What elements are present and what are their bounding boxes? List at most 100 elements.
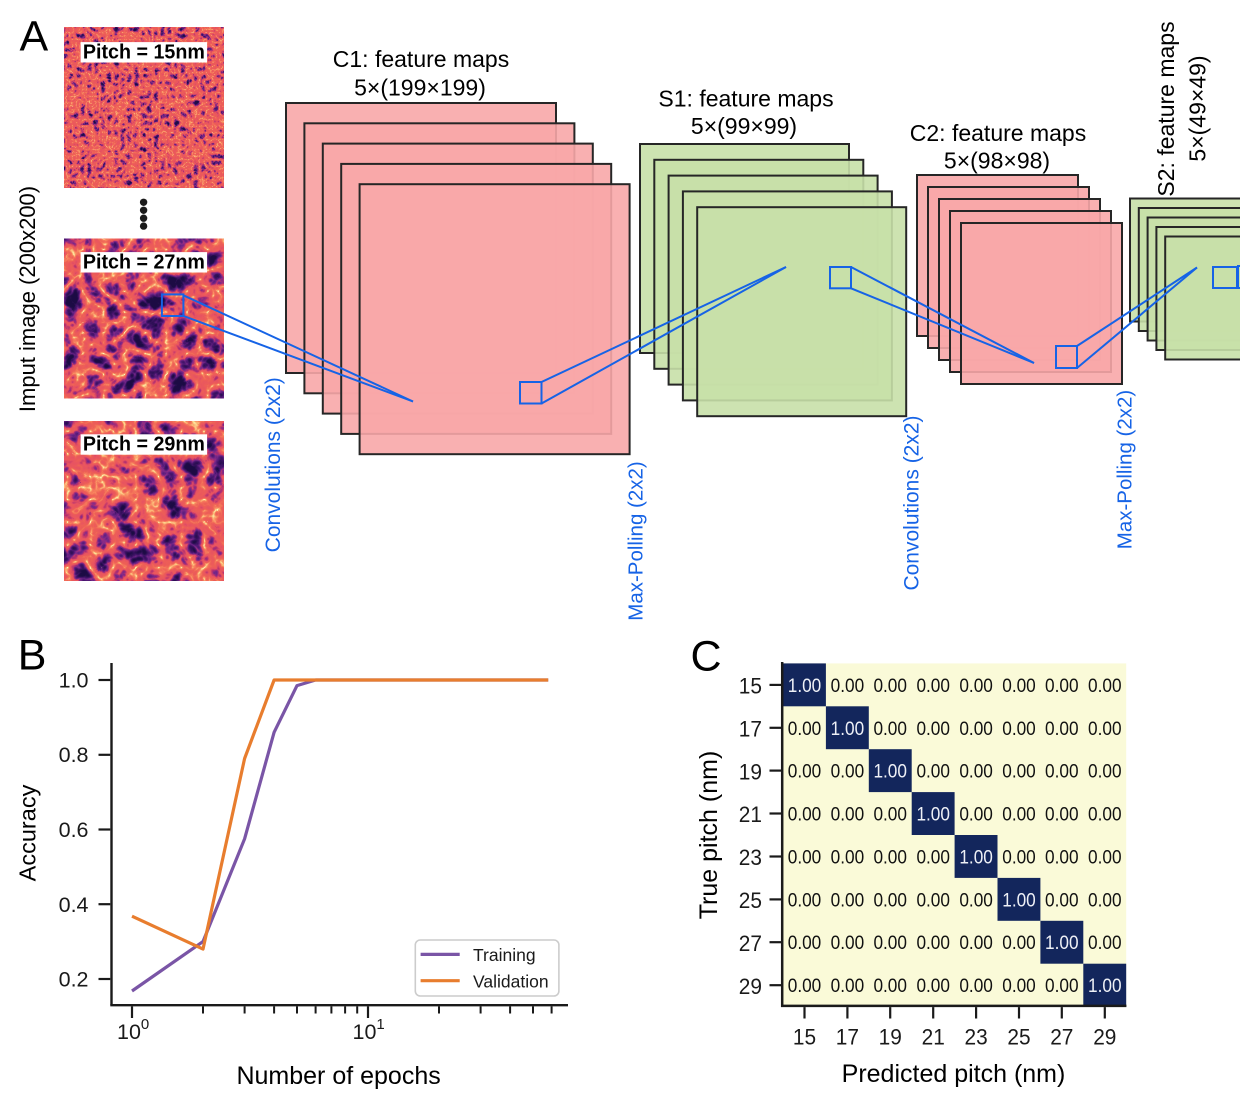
svg-text:S1: feature maps: S1: feature maps: [658, 86, 833, 112]
svg-text:29: 29: [1093, 1025, 1116, 1050]
svg-text:Training: Training: [473, 945, 536, 965]
svg-text:0.00: 0.00: [959, 932, 993, 954]
svg-text:0.8: 0.8: [59, 743, 89, 767]
svg-text:25: 25: [739, 888, 762, 913]
svg-text:0.00: 0.00: [831, 804, 865, 826]
svg-text:0.00: 0.00: [788, 847, 822, 869]
svg-text:0.00: 0.00: [1045, 718, 1079, 740]
svg-text:0.00: 0.00: [831, 847, 865, 869]
svg-text:1.0: 1.0: [59, 669, 89, 693]
svg-text:0.00: 0.00: [788, 804, 822, 826]
svg-text:0.00: 0.00: [788, 718, 822, 740]
svg-text:1.00: 1.00: [916, 804, 950, 826]
svg-text:0.00: 0.00: [1045, 804, 1079, 826]
svg-text:5×(49×49): 5×(49×49): [1185, 55, 1211, 161]
svg-text:C1: feature maps: C1: feature maps: [333, 46, 509, 72]
svg-text:19: 19: [879, 1025, 902, 1050]
svg-text:5×(98×98): 5×(98×98): [944, 148, 1050, 174]
svg-text:0.00: 0.00: [788, 889, 822, 911]
svg-text:0.00: 0.00: [1088, 761, 1122, 783]
svg-text:17: 17: [836, 1025, 859, 1050]
svg-text:0.00: 0.00: [873, 975, 907, 997]
svg-text:0.00: 0.00: [959, 889, 993, 911]
svg-text:15: 15: [793, 1025, 816, 1050]
svg-text:21: 21: [739, 802, 762, 827]
svg-text:Accuracy: Accuracy: [14, 784, 40, 881]
svg-text:15: 15: [739, 674, 762, 699]
svg-text:0.00: 0.00: [1088, 718, 1122, 740]
svg-text:0.00: 0.00: [916, 675, 950, 697]
svg-text:0.00: 0.00: [873, 889, 907, 911]
svg-text:1.00: 1.00: [831, 718, 865, 740]
svg-text:C: C: [691, 633, 722, 681]
svg-text:0.00: 0.00: [959, 804, 993, 826]
svg-text:0.00: 0.00: [1045, 975, 1079, 997]
svg-text:0.00: 0.00: [788, 932, 822, 954]
svg-text:0.00: 0.00: [916, 718, 950, 740]
svg-text:1.00: 1.00: [1045, 932, 1079, 954]
svg-text:0.00: 0.00: [916, 847, 950, 869]
svg-text:0.00: 0.00: [831, 975, 865, 997]
svg-text:1.00: 1.00: [959, 847, 993, 869]
svg-text:0.00: 0.00: [1045, 675, 1079, 697]
svg-text:0.00: 0.00: [831, 889, 865, 911]
svg-text:Pitch = 15nm: Pitch = 15nm: [83, 42, 205, 64]
svg-text:0.00: 0.00: [873, 932, 907, 954]
svg-text:Max-Polling (2x2): Max-Polling (2x2): [1114, 390, 1137, 550]
svg-text:B: B: [18, 631, 47, 679]
svg-text:0.00: 0.00: [916, 975, 950, 997]
svg-text:C2: feature maps: C2: feature maps: [910, 120, 1086, 146]
svg-text:Max-Polling (2x2): Max-Polling (2x2): [625, 461, 648, 621]
svg-text:0.00: 0.00: [1002, 847, 1036, 869]
svg-text:0.00: 0.00: [1088, 804, 1122, 826]
svg-text:0.00: 0.00: [788, 975, 822, 997]
svg-text:1.00: 1.00: [788, 675, 822, 697]
svg-text:0.00: 0.00: [916, 761, 950, 783]
svg-text:Number of epochs: Number of epochs: [236, 1062, 440, 1090]
svg-text:5×(199×199): 5×(199×199): [354, 75, 486, 101]
svg-text:Pitch = 27nm: Pitch = 27nm: [83, 252, 205, 274]
svg-text:0.00: 0.00: [1002, 804, 1036, 826]
svg-text:0.00: 0.00: [959, 718, 993, 740]
svg-text:27: 27: [739, 931, 762, 956]
svg-text:0.00: 0.00: [831, 761, 865, 783]
svg-text:Imput image (200x200): Imput image (200x200): [15, 186, 40, 412]
svg-text:0.00: 0.00: [1045, 889, 1079, 911]
svg-text:0.00: 0.00: [873, 718, 907, 740]
svg-text:1.00: 1.00: [1088, 975, 1122, 997]
svg-text:27: 27: [1050, 1025, 1073, 1050]
svg-text:0.00: 0.00: [831, 675, 865, 697]
svg-text:0.00: 0.00: [1088, 847, 1122, 869]
svg-text:0.00: 0.00: [1002, 932, 1036, 954]
svg-text:0.00: 0.00: [1045, 847, 1079, 869]
svg-text:S2: feature maps: S2: feature maps: [1153, 21, 1179, 196]
svg-text:0.00: 0.00: [873, 675, 907, 697]
svg-text:0.2: 0.2: [59, 968, 89, 992]
svg-text:0.00: 0.00: [831, 932, 865, 954]
svg-text:0.00: 0.00: [1002, 718, 1036, 740]
svg-text:0.00: 0.00: [1088, 932, 1122, 954]
svg-text:23: 23: [739, 845, 762, 870]
svg-text:0.00: 0.00: [959, 675, 993, 697]
svg-text:0.00: 0.00: [916, 932, 950, 954]
svg-text:19: 19: [739, 759, 762, 784]
svg-text:0.4: 0.4: [59, 893, 89, 917]
svg-text:Pitch = 29nm: Pitch = 29nm: [83, 434, 205, 456]
svg-text:0.00: 0.00: [916, 889, 950, 911]
svg-text:23: 23: [965, 1025, 988, 1050]
svg-text:0.00: 0.00: [1002, 761, 1036, 783]
svg-text:Validation: Validation: [473, 972, 549, 992]
svg-text:17: 17: [739, 717, 762, 742]
svg-text:0.6: 0.6: [59, 818, 89, 842]
svg-text:0.00: 0.00: [1002, 675, 1036, 697]
svg-text:5×(99×99): 5×(99×99): [691, 113, 797, 139]
svg-text:29: 29: [739, 974, 762, 999]
svg-text:0.00: 0.00: [959, 975, 993, 997]
svg-text:A: A: [20, 12, 49, 60]
svg-text:1.00: 1.00: [1002, 889, 1036, 911]
svg-text:0.00: 0.00: [873, 804, 907, 826]
svg-text:0.00: 0.00: [873, 847, 907, 869]
svg-text:True pitch (nm): True pitch (nm): [695, 751, 723, 920]
svg-text:0.00: 0.00: [1045, 761, 1079, 783]
svg-text:Predicted pitch (nm): Predicted pitch (nm): [842, 1060, 1066, 1088]
